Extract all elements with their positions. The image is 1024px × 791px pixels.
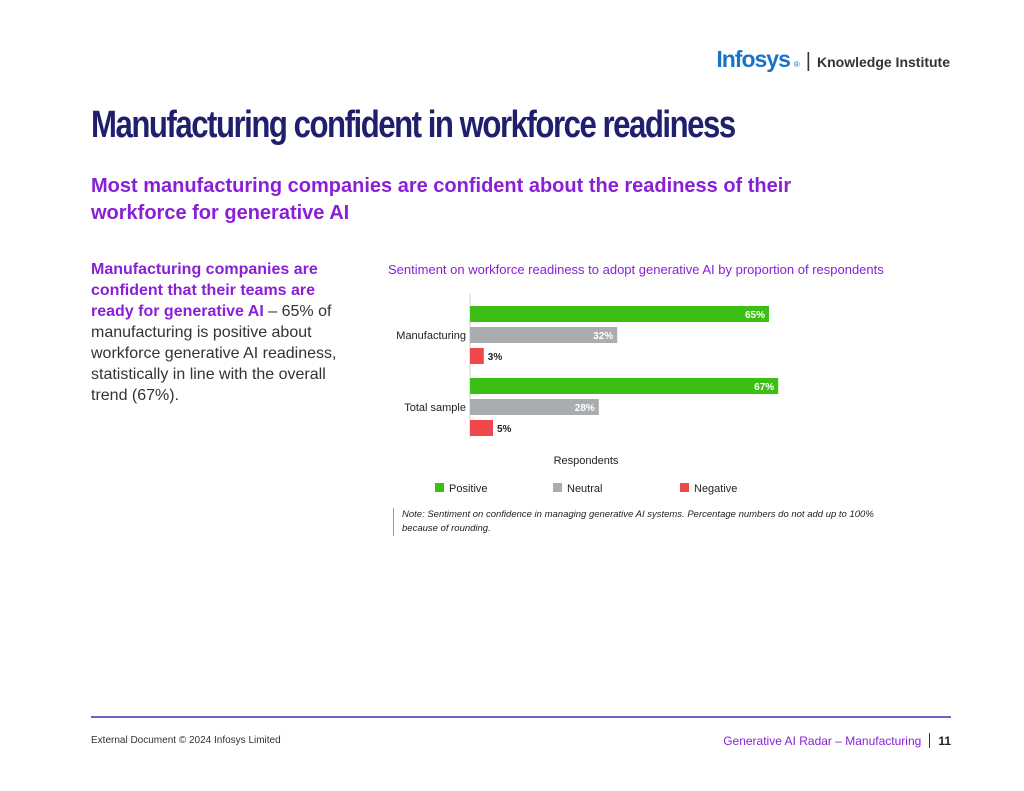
footer-report-title: Generative AI Radar – Manufacturing xyxy=(723,733,922,748)
chart-note: Note: Sentiment on confidence in managin… xyxy=(393,508,902,536)
sentiment-bar-chart: Manufacturing 65% 32% 3% Total sample 67% 28% 5… xyxy=(396,294,779,495)
data-label-positive-total-sample: 67% xyxy=(754,382,774,393)
bar-positive-manufacturing xyxy=(470,306,769,322)
brand-name: Infosys xyxy=(716,46,791,72)
legend-swatch-negative xyxy=(680,483,689,492)
summary-body: – 65% of manufacturing is positive about… xyxy=(91,303,337,404)
bar-neutral-manufacturing xyxy=(470,327,618,343)
summary-highlight: Manufacturing companies are confident th… xyxy=(91,261,318,320)
footer-copyright: External Document © 2024 Infosys Limited xyxy=(91,735,281,746)
data-label-negative-manufacturing: 3% xyxy=(488,352,503,363)
legend-label-positive: Positive xyxy=(449,483,488,495)
infosys-logo: Infosys ® | Knowledge Institute xyxy=(716,46,950,73)
category-label-total-sample: Total sample xyxy=(404,402,466,414)
bar-positive-total-sample xyxy=(470,378,779,394)
bar-neutral-total-sample xyxy=(470,399,599,415)
page-subtitle: Most manufacturing companies are confide… xyxy=(91,175,792,224)
page-number: 11 xyxy=(938,733,951,748)
bar-negative-total-sample xyxy=(470,420,493,436)
legend-swatch-neutral xyxy=(553,483,562,492)
legend-label-neutral: Neutral xyxy=(567,483,602,495)
summary-text: Manufacturing companies are confident th… xyxy=(91,259,353,406)
category-label-manufacturing: Manufacturing xyxy=(396,330,466,342)
legend-swatch-positive xyxy=(435,483,444,492)
logo-separator: | xyxy=(805,50,811,72)
data-label-negative-total-sample: 5% xyxy=(497,424,512,435)
data-label-neutral-manufacturing: 32% xyxy=(593,331,613,342)
institute-name: Knowledge Institute xyxy=(817,54,950,70)
footer-right: Generative AI Radar – Manufacturing 11 xyxy=(723,733,951,748)
registered-mark: ® xyxy=(793,60,800,69)
footer-divider xyxy=(91,716,951,718)
data-label-neutral-total-sample: 28% xyxy=(575,403,595,414)
bar-negative-manufacturing xyxy=(470,348,484,364)
data-label-positive-manufacturing: 65% xyxy=(745,310,765,321)
legend-label-negative: Negative xyxy=(694,483,737,495)
x-axis-label: Respondents xyxy=(554,455,619,467)
page-title: Manufacturing confident in workforce rea… xyxy=(91,104,736,146)
footer-separator xyxy=(929,733,931,748)
chart-title: Sentiment on workforce readiness to adop… xyxy=(388,262,884,277)
